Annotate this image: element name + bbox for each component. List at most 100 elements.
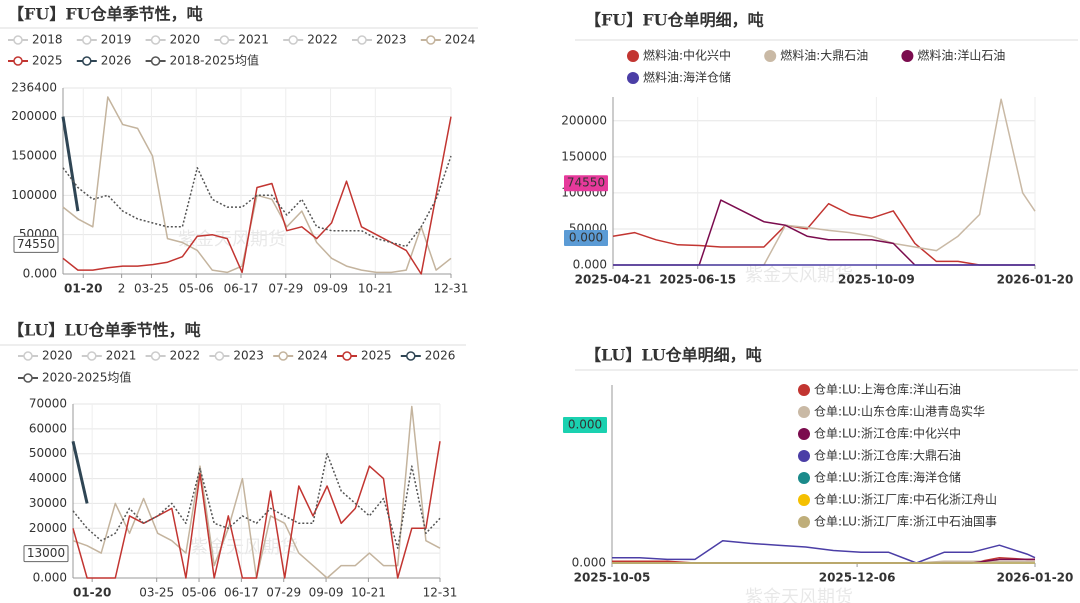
y-tick-label: 150000 bbox=[11, 148, 57, 162]
x-tick-label: 05-06 bbox=[182, 586, 217, 600]
value-marker bbox=[564, 175, 608, 192]
legend-icon bbox=[798, 428, 810, 440]
legend-icon bbox=[426, 35, 436, 45]
legend-label[interactable]: 仓单:LU:浙江仓库:大鼎石油 bbox=[814, 448, 961, 463]
series-line bbox=[612, 556, 1035, 564]
y-tick-label: 0.000 bbox=[33, 571, 67, 585]
legend-icon bbox=[82, 35, 92, 45]
legend-label[interactable]: 2022 bbox=[307, 33, 338, 47]
legend-icon bbox=[150, 35, 161, 45]
legend-label[interactable]: 2018-2025均值 bbox=[170, 53, 259, 68]
x-tick-label: 06-17 bbox=[224, 586, 259, 600]
x-tick-label: 2025-10-05 bbox=[574, 571, 651, 585]
y-tick-label: 30000 bbox=[29, 496, 67, 510]
y-tick-label: 200000 bbox=[11, 109, 57, 123]
legend-label[interactable]: 2026 bbox=[101, 54, 132, 68]
legend-label[interactable]: 燃料油:洋山石油 bbox=[917, 48, 1005, 63]
legend-label[interactable]: 2025 bbox=[32, 54, 63, 68]
legend-label[interactable]: 仓单:LU:浙江仓库:海洋仓储 bbox=[814, 470, 961, 485]
x-tick-label: 10-21 bbox=[358, 282, 393, 296]
value-marker-label: 13000 bbox=[27, 546, 65, 560]
x-tick-label: 10-21 bbox=[351, 586, 386, 600]
x-tick-label: 05-06 bbox=[179, 282, 214, 296]
x-tick-label: 12-31 bbox=[423, 586, 458, 600]
chart-title: 【LU】LU仓单明细，吨 bbox=[585, 346, 762, 365]
series-line bbox=[612, 202, 1035, 266]
legend-icon bbox=[798, 472, 810, 484]
legend-icon bbox=[150, 56, 161, 66]
value-marker bbox=[563, 417, 607, 433]
series-line bbox=[71, 440, 89, 504]
legend-label[interactable]: 2024 bbox=[445, 33, 476, 47]
x-tick-label: 09-09 bbox=[309, 586, 344, 600]
chart-title: 【FU】FU仓单季节性，吨 bbox=[8, 5, 203, 24]
legend-label[interactable]: 仓单:LU:山东仓库:山港青岛实华 bbox=[814, 404, 985, 419]
legend-icon bbox=[13, 56, 23, 66]
y-tick-label: 200000 bbox=[561, 113, 607, 127]
legend-icon bbox=[798, 450, 810, 462]
legend-label[interactable]: 2018 bbox=[32, 33, 63, 47]
y-tick-label: 40000 bbox=[29, 471, 67, 485]
x-tick-label: 07-29 bbox=[266, 586, 301, 600]
legend-icon bbox=[764, 50, 777, 62]
legend-icon bbox=[798, 494, 810, 506]
chart-title: 【LU】LU仓单季节性，吨 bbox=[8, 321, 201, 340]
legend-label[interactable]: 2025 bbox=[361, 349, 392, 363]
value-marker-label: 74550 bbox=[567, 176, 605, 190]
legend-icon bbox=[23, 351, 33, 361]
legend-label[interactable]: 2020 bbox=[170, 33, 201, 47]
legend-icon bbox=[214, 351, 225, 361]
watermark: 紫金天风期货 bbox=[745, 587, 853, 603]
legend-label[interactable]: 2020 bbox=[42, 349, 73, 363]
y-tick-label: 20000 bbox=[29, 521, 67, 535]
x-tick-label: 01-20 bbox=[73, 586, 111, 600]
legend-label[interactable]: 2020-2025均值 bbox=[42, 370, 131, 385]
legend-icon bbox=[82, 56, 92, 66]
y-tick-label: 0.000 bbox=[573, 258, 607, 272]
legend-label[interactable]: 2022 bbox=[170, 349, 201, 363]
series-line bbox=[612, 540, 1036, 564]
legend-icon bbox=[342, 351, 352, 361]
series-line bbox=[72, 452, 441, 549]
x-tick-label: 2025-12-06 bbox=[819, 571, 896, 585]
legend-label[interactable]: 2026 bbox=[425, 349, 456, 363]
x-tick-label: 2026-01-20 bbox=[997, 571, 1074, 585]
legend-label[interactable]: 仓单:LU:浙江厂库:中石化浙江舟山 bbox=[814, 492, 997, 507]
value-marker bbox=[564, 230, 608, 246]
x-tick-label: 03-25 bbox=[139, 586, 174, 600]
legend-label[interactable]: 燃料油:中化兴中 bbox=[643, 48, 731, 63]
y-tick-label: 70000 bbox=[29, 397, 67, 411]
legend-label[interactable]: 仓单:LU:浙江厂库:浙江中石油国事 bbox=[814, 514, 997, 529]
y-tick-label: 60000 bbox=[29, 421, 67, 435]
y-tick-label: 236400 bbox=[11, 81, 57, 95]
legend-label[interactable]: 2024 bbox=[297, 349, 328, 363]
x-tick-label: 01-20 bbox=[64, 282, 102, 296]
y-tick-label: 0.000 bbox=[23, 267, 57, 281]
x-tick-label: 2 bbox=[118, 282, 126, 296]
legend-label[interactable]: 2021 bbox=[106, 349, 137, 363]
legend-label[interactable]: 2019 bbox=[101, 33, 132, 47]
value-marker-label: 0.000 bbox=[569, 231, 603, 245]
legend-label[interactable]: 仓单:LU:浙江仓库:中化兴中 bbox=[814, 426, 961, 441]
x-tick-label: 2025-04-21 bbox=[575, 273, 652, 287]
legend-label[interactable]: 2023 bbox=[233, 349, 264, 363]
legend-label[interactable]: 仓单:LU:上海仓库:洋山石油 bbox=[814, 382, 961, 397]
legend-icon bbox=[798, 516, 810, 528]
x-tick-label: 2025-06-15 bbox=[659, 273, 736, 287]
value-marker-label: 74550 bbox=[17, 237, 55, 251]
x-tick-label: 2025-10-09 bbox=[838, 273, 915, 287]
legend-label[interactable]: 燃料油:大鼎石油 bbox=[780, 48, 868, 63]
legend-icon bbox=[357, 35, 367, 45]
legend-label[interactable]: 2021 bbox=[238, 33, 269, 47]
legend-icon bbox=[150, 351, 161, 361]
series-line bbox=[62, 116, 452, 275]
x-tick-label: 06-17 bbox=[224, 282, 259, 296]
chart-title: 【FU】FU仓单明细，吨 bbox=[585, 11, 764, 30]
legend-label[interactable]: 2023 bbox=[376, 33, 407, 47]
x-tick-label: 09-09 bbox=[313, 282, 348, 296]
legend-label[interactable]: 燃料油:海洋仓储 bbox=[643, 70, 731, 85]
series-line bbox=[62, 96, 452, 274]
watermark: 紫金天风期货 bbox=[745, 265, 853, 286]
series-line bbox=[61, 116, 80, 212]
